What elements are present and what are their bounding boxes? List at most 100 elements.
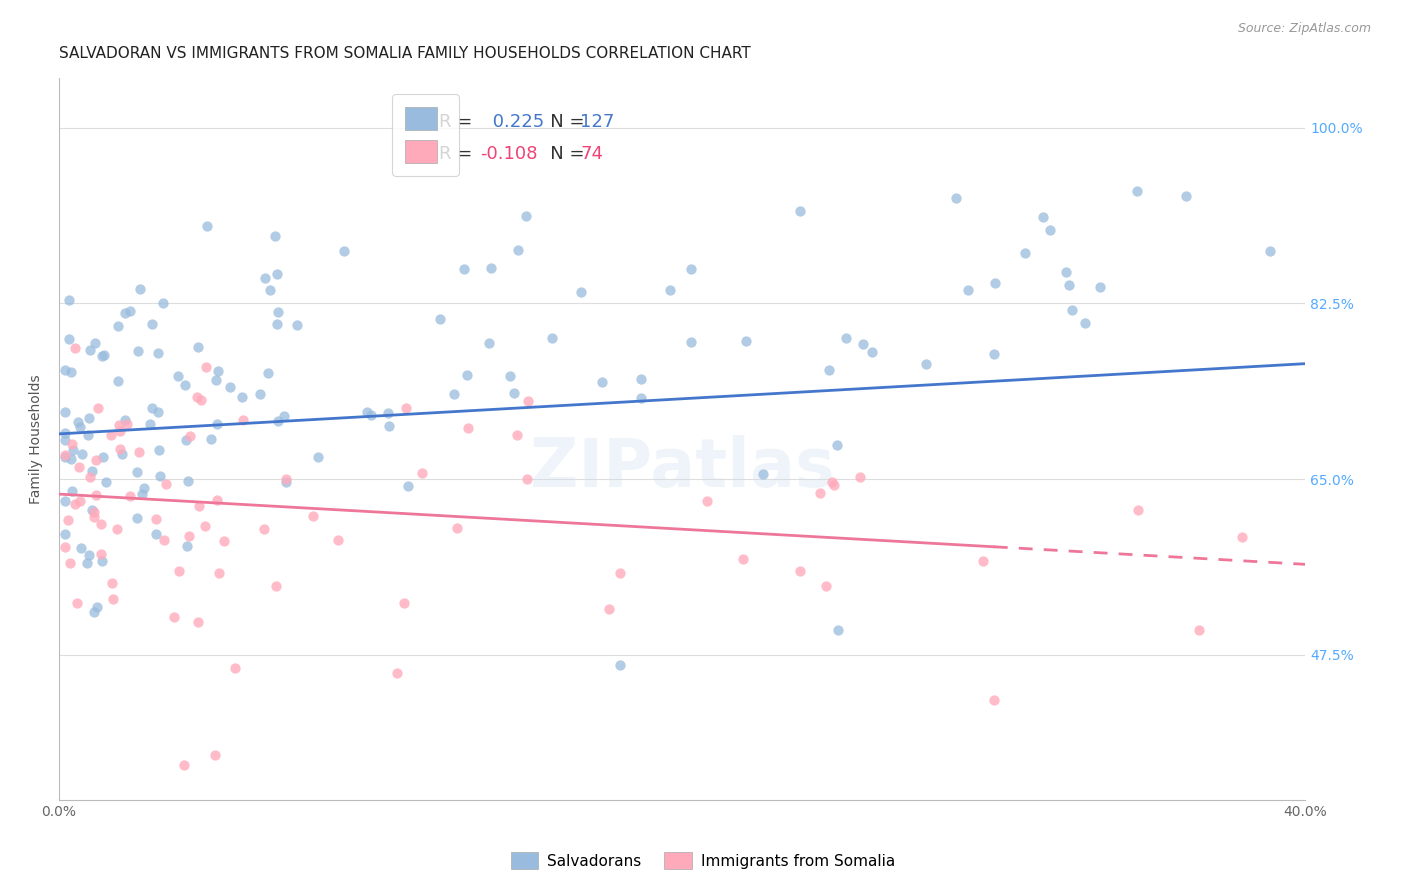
Point — [333, 244, 356, 259]
Point — [77, 548, 100, 562]
Point — [53, 494, 76, 508]
Point — [107, 374, 129, 388]
Point — [194, 519, 217, 533]
Point — [224, 661, 246, 675]
Point — [681, 261, 703, 276]
Point — [59, 556, 82, 570]
Point — [108, 418, 131, 433]
Point — [956, 283, 979, 297]
Point — [53, 540, 76, 554]
Text: 0.225: 0.225 — [486, 113, 544, 131]
Point — [249, 386, 271, 401]
Point — [90, 517, 112, 532]
Point — [1128, 503, 1150, 517]
Point — [516, 394, 538, 409]
Point — [83, 606, 105, 620]
Point — [91, 349, 114, 363]
Point — [266, 578, 288, 592]
Point — [328, 533, 350, 548]
Point — [67, 459, 90, 474]
Point — [110, 442, 132, 457]
Point — [141, 401, 163, 415]
Point — [515, 209, 537, 223]
Point — [82, 503, 104, 517]
Point — [70, 447, 93, 461]
Text: -0.108: -0.108 — [481, 145, 538, 162]
Point — [155, 477, 177, 491]
Point — [752, 467, 775, 481]
Point — [733, 552, 755, 566]
Point — [177, 475, 200, 489]
Point — [972, 553, 994, 567]
Point — [1126, 184, 1149, 198]
Point — [789, 564, 811, 578]
Point — [148, 405, 170, 419]
Point — [516, 472, 538, 486]
Text: SALVADORAN VS IMMIGRANTS FROM SOMALIA FAMILY HOUSEHOLDS CORRELATION CHART: SALVADORAN VS IMMIGRANTS FROM SOMALIA FA… — [59, 46, 751, 62]
Point — [87, 401, 110, 415]
Point — [138, 417, 160, 431]
Point — [569, 285, 592, 299]
Point — [127, 465, 149, 479]
Point — [62, 442, 84, 457]
Point — [146, 346, 169, 360]
Point — [118, 490, 141, 504]
Point — [93, 348, 115, 362]
Point — [58, 333, 80, 347]
Point — [307, 450, 329, 464]
Point — [285, 318, 308, 332]
Point — [153, 533, 176, 547]
Point — [377, 418, 399, 433]
Point — [115, 417, 138, 432]
Point — [167, 564, 190, 578]
Point — [53, 363, 76, 377]
Point — [443, 387, 465, 401]
Point — [132, 481, 155, 495]
Point — [86, 453, 108, 467]
Point — [851, 337, 873, 351]
Point — [734, 334, 756, 349]
Text: R =: R = — [439, 145, 478, 162]
Point — [253, 270, 276, 285]
Point — [356, 405, 378, 419]
Point — [53, 448, 76, 462]
Point — [66, 596, 89, 610]
Point — [823, 478, 845, 492]
Point — [176, 433, 198, 447]
Point — [128, 445, 150, 459]
Point — [60, 366, 83, 380]
Point — [69, 493, 91, 508]
Point — [174, 377, 197, 392]
Point — [204, 747, 226, 762]
Point — [79, 343, 101, 357]
Point — [100, 575, 122, 590]
Point — [360, 408, 382, 422]
Point — [83, 510, 105, 524]
Point — [984, 276, 1007, 290]
Point — [84, 335, 107, 350]
Point — [60, 484, 83, 499]
Point — [253, 522, 276, 536]
Point — [411, 466, 433, 480]
Text: Source: ZipAtlas.com: Source: ZipAtlas.com — [1237, 22, 1371, 36]
Point — [1032, 211, 1054, 225]
Point — [457, 421, 479, 435]
Point — [111, 447, 134, 461]
Point — [1038, 223, 1060, 237]
Point — [1074, 316, 1097, 330]
Point — [53, 526, 76, 541]
Point — [127, 343, 149, 358]
Text: N =: N = — [533, 113, 591, 131]
Point — [91, 450, 114, 464]
Point — [212, 533, 235, 548]
Text: N =: N = — [533, 145, 596, 162]
Point — [173, 758, 195, 772]
Point — [395, 401, 418, 416]
Point — [1014, 246, 1036, 260]
Point — [163, 610, 186, 624]
Point — [76, 427, 98, 442]
Point — [56, 514, 79, 528]
Point — [301, 509, 323, 524]
Point — [149, 469, 172, 483]
Point — [107, 522, 129, 536]
